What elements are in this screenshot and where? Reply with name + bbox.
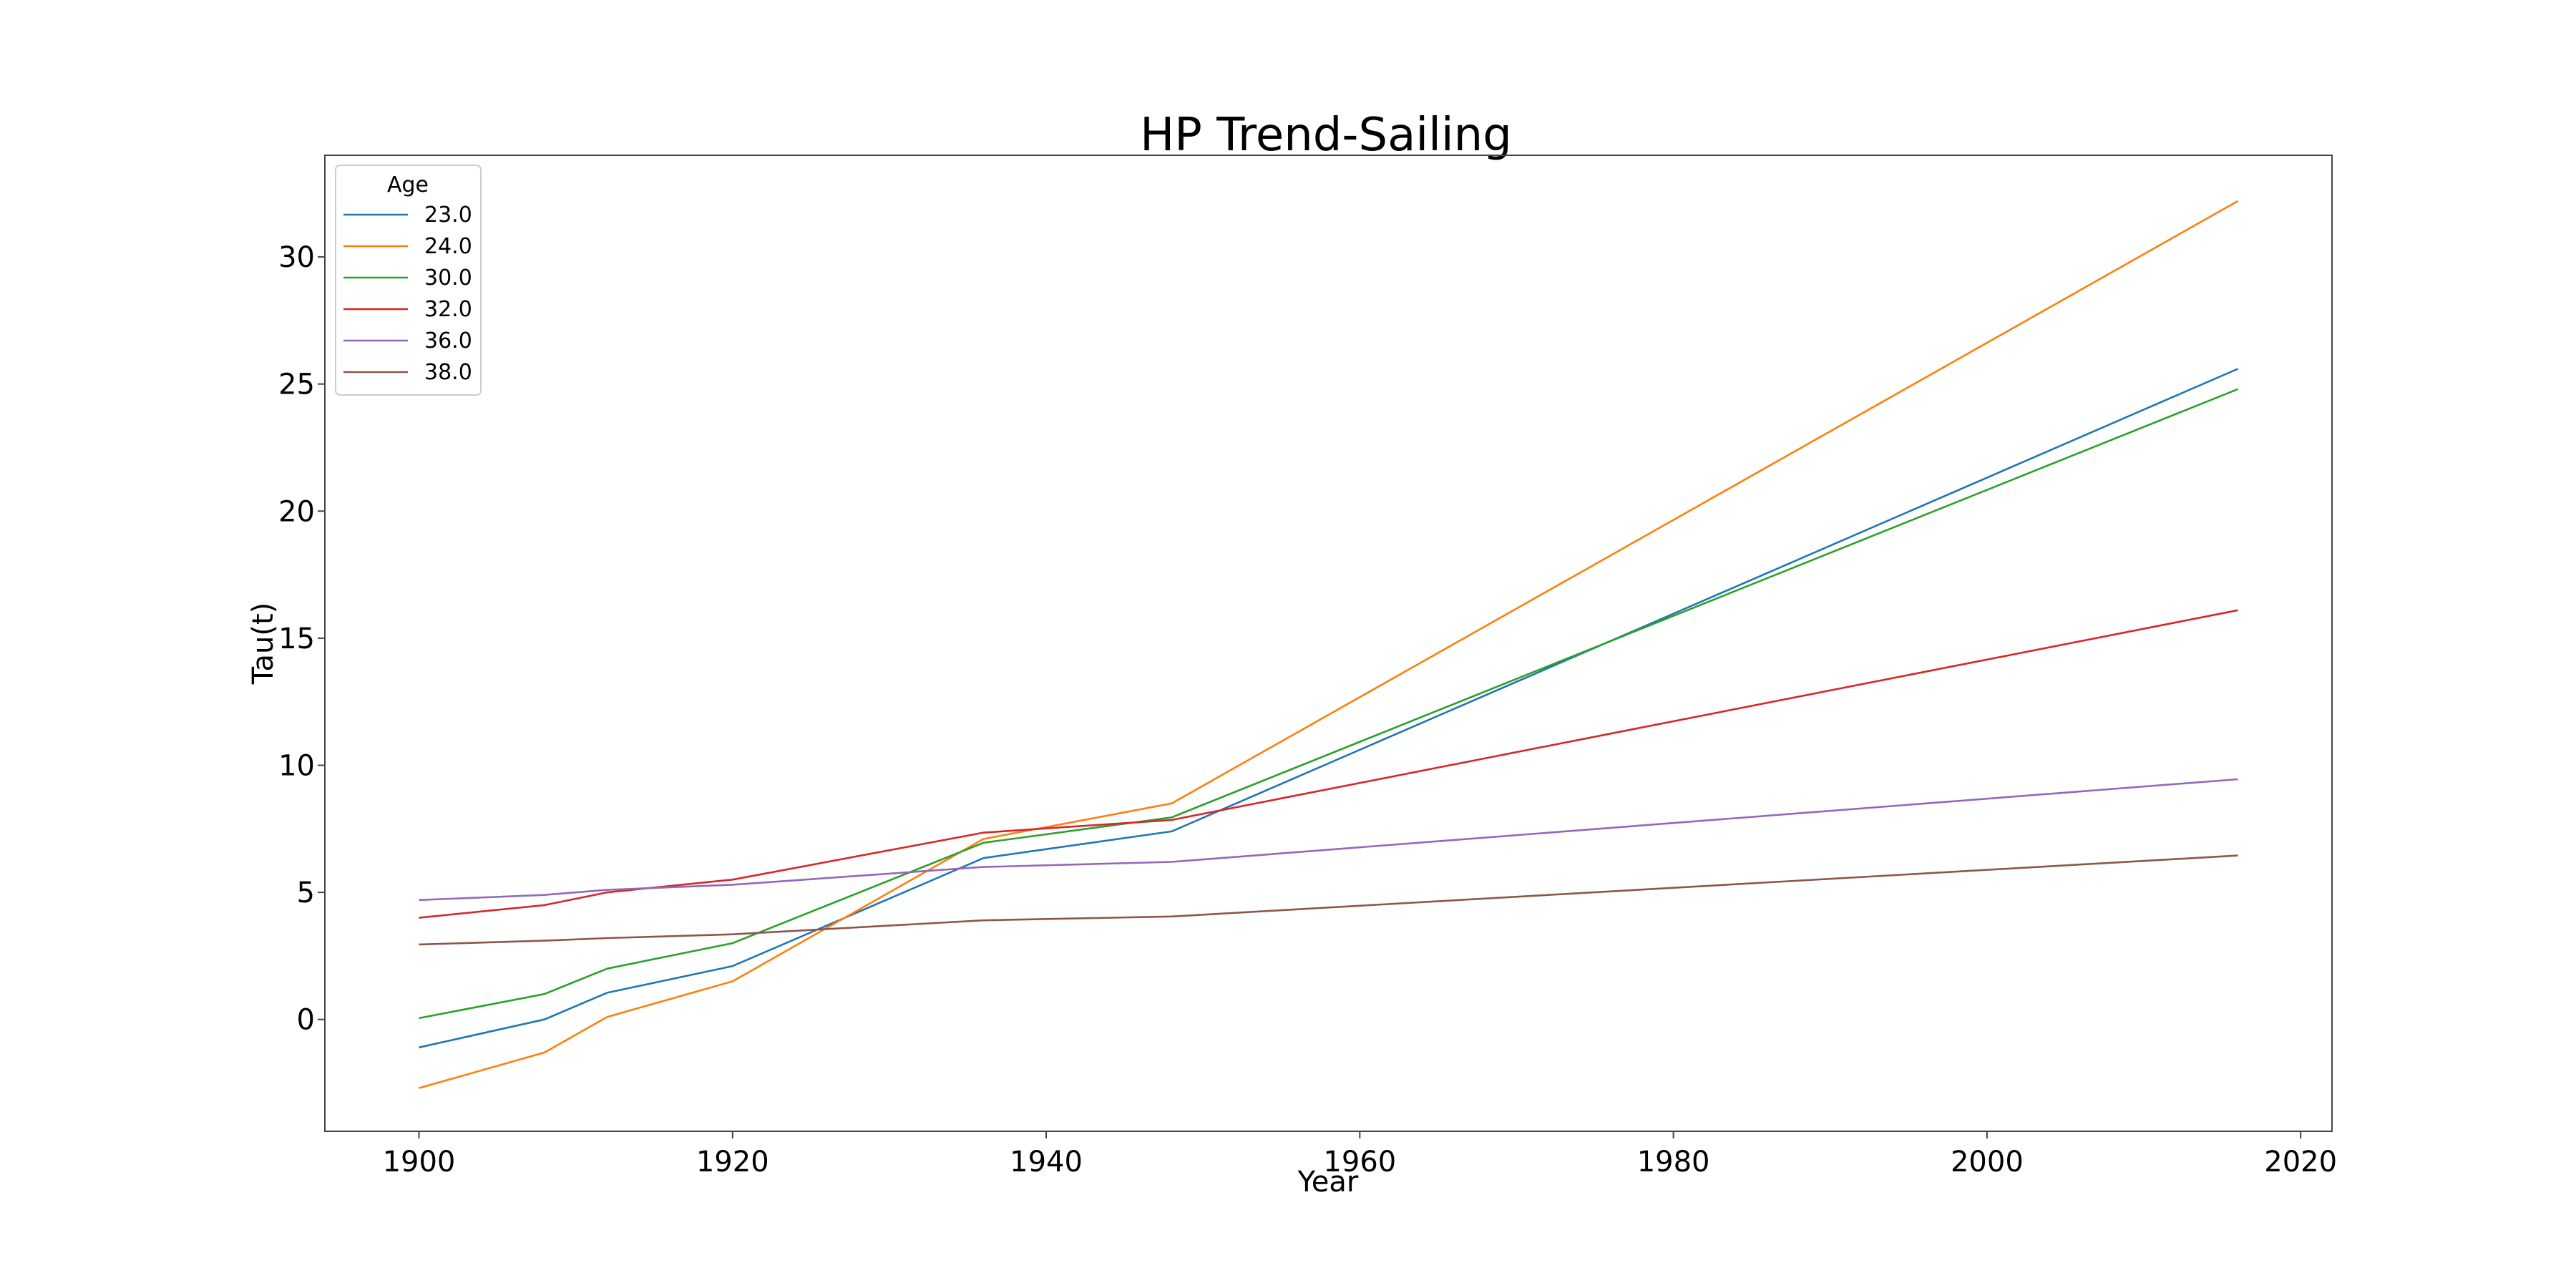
- series-line-36-0: [419, 778, 2238, 902]
- series-line-24-0: [419, 200, 2239, 1089]
- series-layer: [419, 200, 2239, 1089]
- series-line-23-0: [419, 368, 2239, 1049]
- legend-entries: 23.0 24.0 30.0 32.0 36.0 38.0: [343, 203, 472, 385]
- legend-entry-label: 38.0: [424, 360, 472, 385]
- x-tick-label: 2000: [1951, 1146, 2024, 1179]
- x-tick-label: 1920: [696, 1146, 769, 1179]
- y-tick-label: 15: [278, 623, 315, 655]
- legend: Age 23.0 24.0 30.0 32.0 36.0 38.0: [335, 165, 482, 396]
- y-tick-label: 0: [297, 1004, 315, 1037]
- series-line-38-0: [419, 854, 2238, 946]
- legend-box: [335, 165, 482, 396]
- y-tick-label: 5: [297, 877, 315, 909]
- legend-entry-label: 32.0: [424, 297, 472, 322]
- series-line-30-0: [419, 388, 2238, 1020]
- chart-title: HP Trend-Sailing: [1140, 109, 1512, 162]
- x-axis-label: Year: [1297, 1166, 1359, 1199]
- legend-entry-label: 23.0: [424, 203, 472, 228]
- y-tick-label: 20: [278, 495, 315, 528]
- y-tick-label: 25: [278, 369, 315, 401]
- legend-entry-label: 24.0: [424, 234, 472, 259]
- legend-title: Age: [387, 172, 429, 197]
- plot-frame: [324, 155, 2333, 1132]
- y-axis-ticks: 0 5 10 15 20 25 30: [278, 241, 325, 1037]
- x-axis-ticks: 1900 1920 1940 1960 1980 2000 2020: [383, 1131, 2337, 1179]
- y-tick-label: 10: [278, 750, 315, 783]
- x-tick-label: 1900: [383, 1146, 456, 1179]
- legend-entry-label: 36.0: [424, 328, 472, 353]
- legend-entry-label: 30.0: [424, 265, 472, 291]
- x-tick-label: 1960: [1323, 1146, 1396, 1179]
- series-line-32-0: [419, 609, 2238, 919]
- x-tick-label: 1940: [1010, 1146, 1083, 1179]
- x-tick-label: 1980: [1637, 1146, 1710, 1179]
- y-tick-label: 30: [278, 241, 315, 274]
- x-tick-label: 2020: [2264, 1146, 2337, 1179]
- y-axis-label: Tau(t): [247, 602, 280, 686]
